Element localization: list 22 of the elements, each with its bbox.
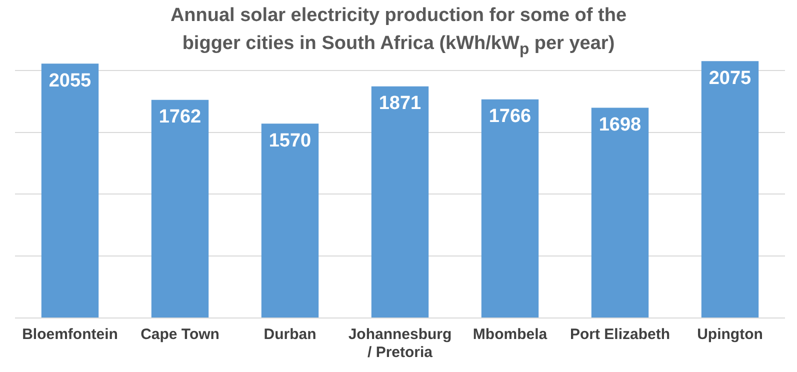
- x-tick-label: Mbombela: [472, 326, 548, 344]
- data-label: 1698: [598, 114, 642, 136]
- x-tick-label: Bloemfontein: [22, 326, 118, 344]
- data-label: 1871: [378, 93, 422, 114]
- x-tick-label: Port Elizabeth: [570, 326, 670, 344]
- bar: [481, 99, 539, 318]
- x-tick-label: Cape Town: [140, 326, 220, 344]
- data-label: 2055: [48, 70, 92, 92]
- x-tick-label: Johannesburg / Pretoria: [348, 326, 452, 362]
- bar: [371, 86, 429, 318]
- x-tick-label: Upington: [697, 326, 763, 344]
- bar: [41, 64, 99, 318]
- bar: [591, 108, 649, 318]
- data-label: 2075: [708, 68, 752, 89]
- bar: [701, 61, 759, 318]
- x-tick-label: Durban: [264, 326, 316, 344]
- data-label: 1762: [158, 106, 202, 128]
- bar: [151, 100, 209, 318]
- data-label: 1766: [488, 106, 532, 128]
- chart-title: Annual solar electricity production for some of the bigger cities in South Africa (kWh/kW$_{p}$ per year): [169, 4, 628, 60]
- data-label: 1570: [268, 130, 312, 152]
- bar: [261, 124, 319, 318]
